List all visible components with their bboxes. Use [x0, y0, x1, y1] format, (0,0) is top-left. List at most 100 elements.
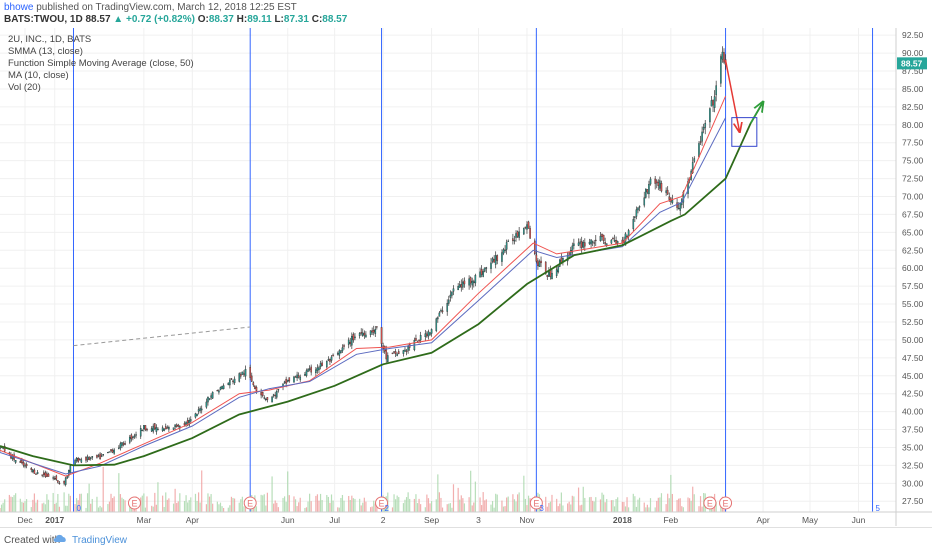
candle-body — [693, 158, 696, 162]
candle-body — [297, 375, 300, 378]
candle-body — [540, 260, 542, 264]
y-tick-label: 27.50 — [902, 496, 924, 506]
candle-body — [222, 385, 225, 390]
volume-bar — [55, 502, 57, 512]
candle-body — [42, 472, 45, 475]
candle-body — [174, 424, 176, 428]
volume-bar — [74, 504, 76, 512]
candle-body — [643, 197, 646, 206]
price-chart[interactable]: E E E E E E0 2 3 527.5030.0032.5035.0037.5040.00… — [0, 0, 932, 527]
candle-body — [396, 353, 398, 356]
volume-bar — [352, 498, 354, 512]
tradingview-link[interactable]: TradingView — [72, 535, 128, 546]
candle-body — [265, 398, 267, 401]
volume-bar — [526, 505, 528, 512]
candle-body — [272, 394, 275, 396]
candle-body — [504, 249, 506, 252]
volume-bar — [263, 494, 265, 512]
y-tick-label: 37.50 — [902, 425, 924, 435]
candle-body — [440, 310, 442, 312]
earnings-marker: E — [127, 496, 141, 510]
volume-bar — [512, 494, 514, 512]
candle-body — [80, 459, 83, 463]
volume-bar — [659, 497, 661, 512]
event-line-label: 2 — [385, 504, 390, 513]
candle-body — [230, 378, 233, 380]
volume-bar — [365, 501, 367, 512]
candle-body — [721, 51, 724, 60]
volume-bar — [25, 499, 28, 512]
volume-bar — [187, 502, 189, 512]
publish-info: bhowe published on TradingView.com, Marc… — [4, 2, 297, 13]
volume-bar — [326, 494, 328, 512]
author-name[interactable]: bhowe — [4, 2, 34, 13]
candle-body — [88, 457, 90, 460]
volume-bar — [493, 507, 495, 512]
candle-body — [296, 374, 298, 379]
candle-body — [507, 240, 510, 242]
volume-bar — [624, 506, 627, 512]
candle-body — [139, 428, 142, 437]
candle-body — [612, 238, 614, 240]
volume-bar — [210, 494, 212, 512]
earnings-marker: E — [243, 496, 257, 510]
volume-bar — [294, 499, 297, 512]
candle-body — [189, 419, 192, 422]
candle-body — [555, 269, 558, 276]
candle-body — [41, 474, 44, 476]
earnings-marker: E — [529, 496, 543, 510]
volume-bar — [687, 497, 689, 512]
volume-bar — [255, 506, 258, 512]
candle-body — [599, 235, 602, 242]
candle-body — [308, 368, 311, 370]
volume-bar — [35, 502, 37, 512]
candle-body — [275, 391, 278, 398]
candle-body — [199, 408, 201, 411]
candle-body — [25, 463, 28, 467]
series-sma50-line — [0, 101, 764, 467]
volume-bar — [529, 498, 531, 512]
volume-bar — [491, 501, 494, 512]
volume-bar — [570, 504, 572, 512]
volume-bar — [402, 503, 405, 512]
series-ma-line — [0, 117, 727, 475]
candle-body — [240, 374, 242, 377]
candle-body — [701, 131, 703, 142]
volume-bar — [113, 496, 115, 512]
volume-bar — [58, 506, 61, 512]
candle-body — [677, 207, 680, 210]
last-price: 88.57 — [85, 14, 111, 25]
volume-bar — [667, 493, 669, 512]
volume-bar — [274, 500, 276, 512]
candle-body — [343, 345, 345, 347]
candle-body — [46, 473, 48, 477]
x-tick-label: Jun — [852, 515, 866, 525]
y-tick-label: 52.50 — [902, 317, 924, 327]
y-tick-label: 92.50 — [902, 30, 924, 40]
volume-bar — [468, 497, 470, 512]
candle-body — [185, 421, 187, 425]
volume-bar — [437, 474, 439, 512]
high-value: 89.11 — [247, 14, 272, 25]
candle-body — [107, 451, 109, 454]
candle-body — [654, 178, 656, 184]
candle-body — [535, 254, 538, 262]
volume-bar — [523, 475, 525, 512]
volume-bar — [562, 505, 564, 512]
volume-bar — [504, 506, 506, 512]
candle-body — [351, 336, 353, 346]
volume-bar — [621, 501, 623, 512]
volume-bar — [438, 492, 440, 512]
candle-body — [196, 413, 198, 417]
candle-body — [657, 182, 660, 186]
candle-body — [419, 334, 422, 341]
candle-body — [271, 396, 273, 403]
volume-bar — [24, 501, 26, 512]
volume-bar — [221, 506, 223, 512]
volume-bar — [47, 499, 50, 512]
candle-body — [591, 241, 594, 243]
volume-bar — [668, 498, 670, 512]
volume-bar — [656, 500, 658, 512]
volume-bar — [420, 504, 422, 512]
volume-bar — [271, 476, 273, 512]
